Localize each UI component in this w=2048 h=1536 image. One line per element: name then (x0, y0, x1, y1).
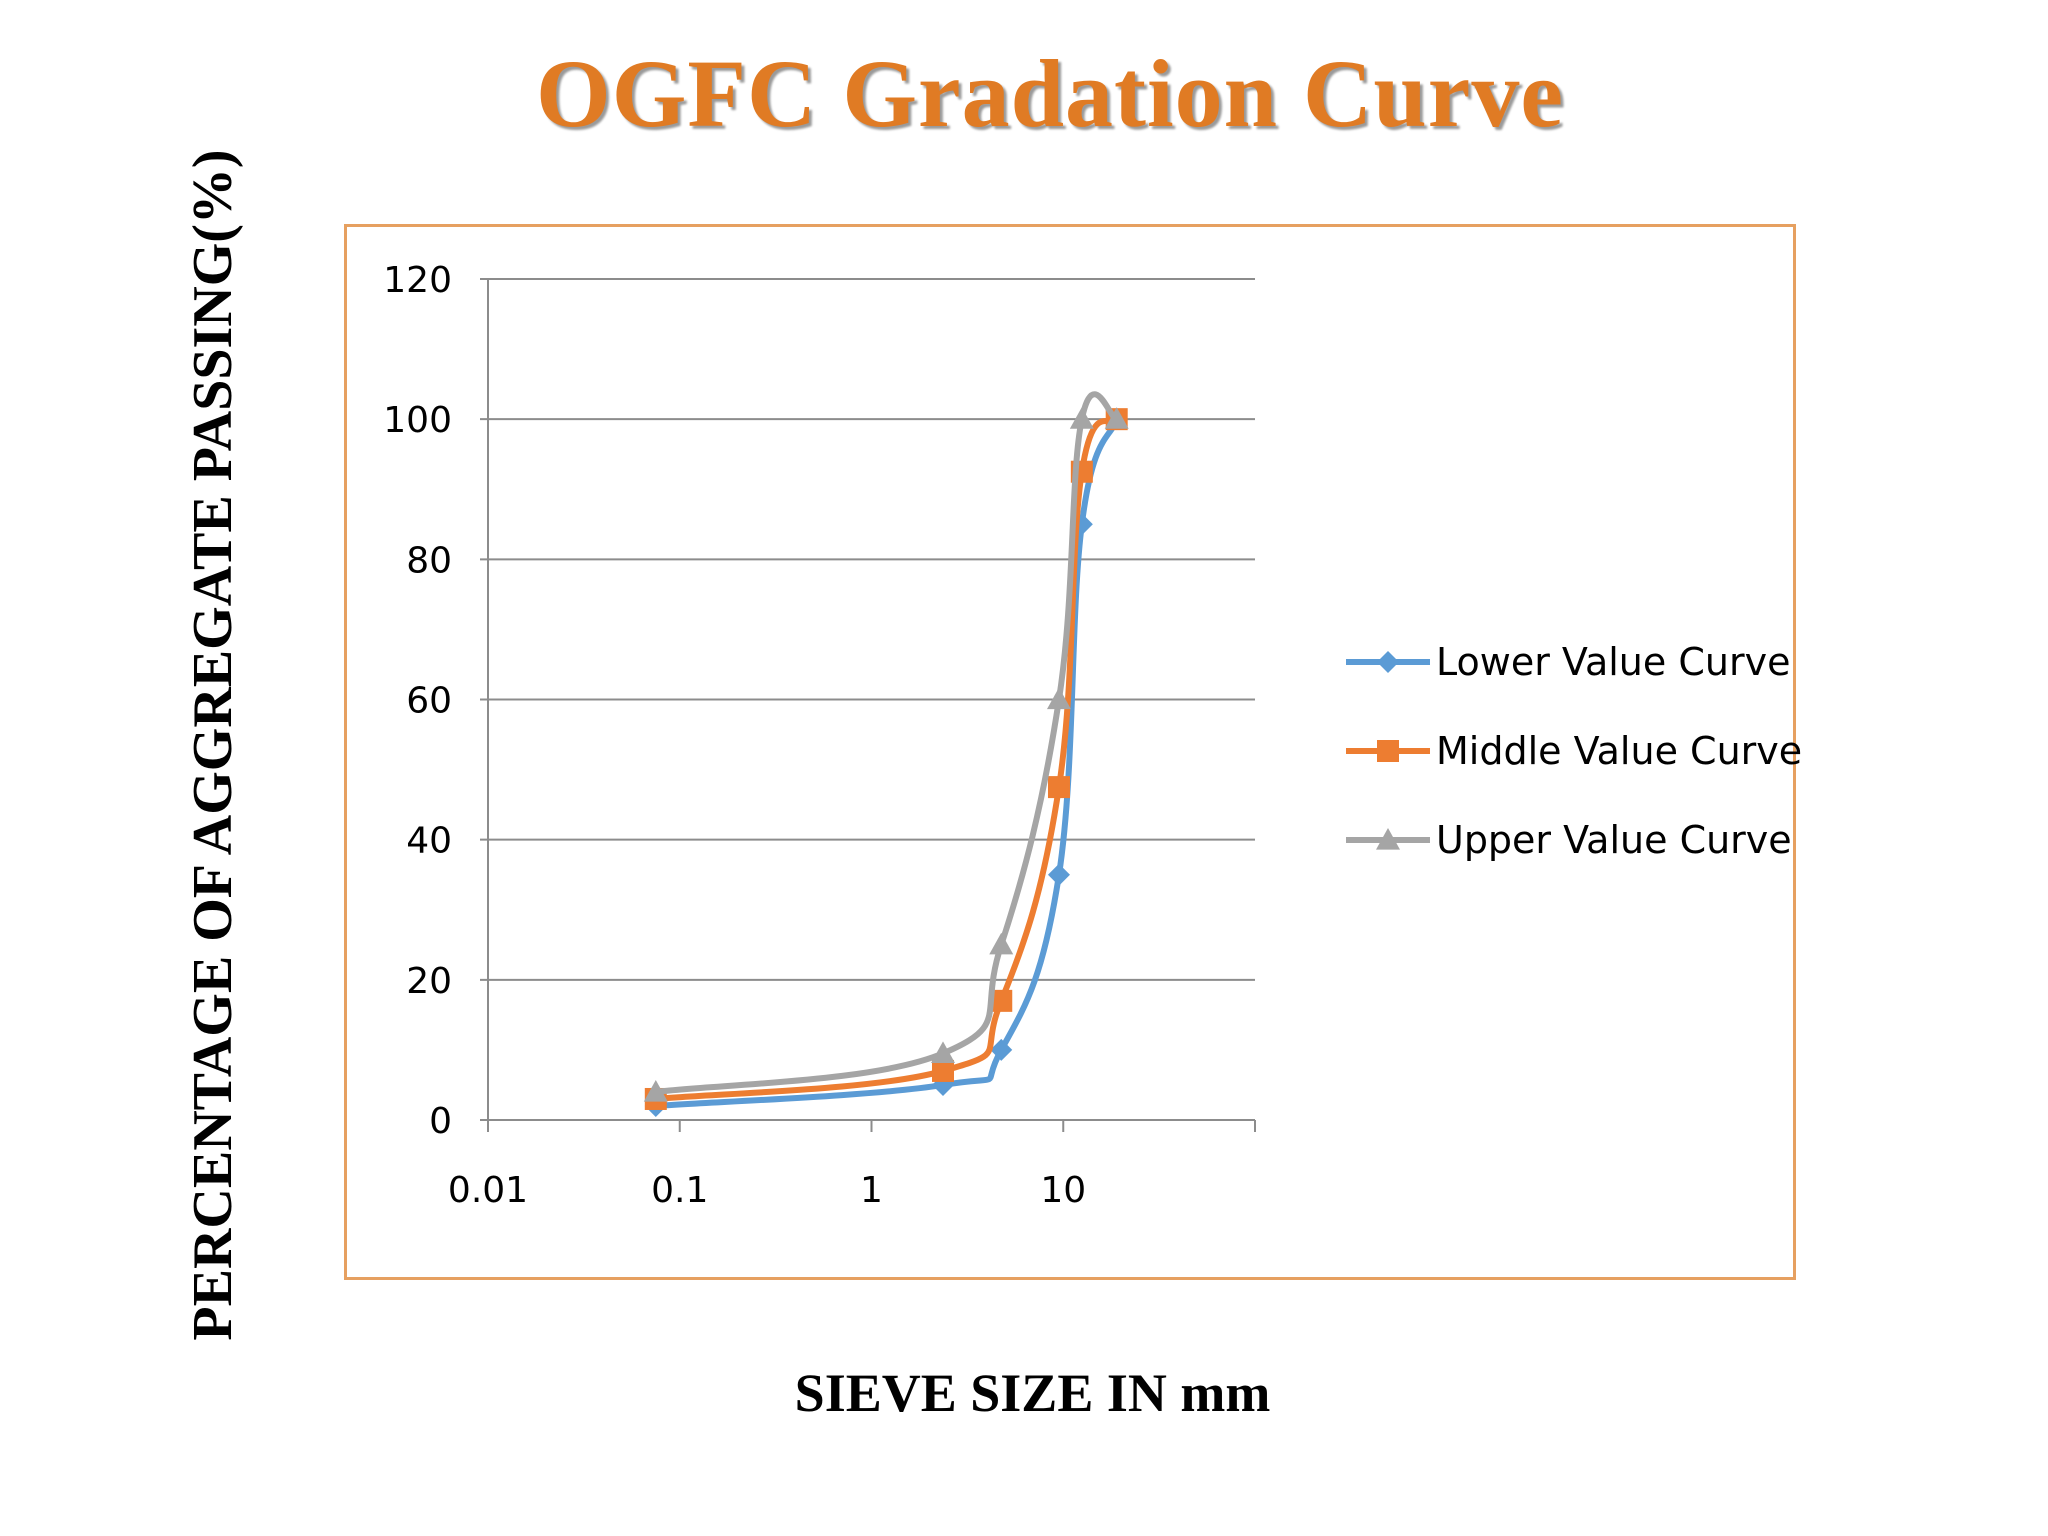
data-point-middle-value-curve-2 (990, 989, 1013, 1012)
legend-item-upper-value-curve: Upper Value Curve (1346, 818, 1792, 862)
legend-item-lower-value-curve: Lower Value Curve (1346, 640, 1790, 684)
data-point-lower-value-curve-2 (990, 1038, 1013, 1061)
data-point-middle-value-curve-1 (932, 1059, 955, 1082)
legend: Lower Value Curve Middle Value Curve Upper… (1346, 640, 1802, 862)
data-point-upper-value-curve-2 (989, 932, 1014, 955)
data-point-upper-value-curve-5 (1104, 407, 1129, 429)
y-tick-label-80: 80 (406, 540, 452, 581)
x-tick-label-1: 1 (860, 1170, 883, 1211)
data-point-upper-value-curve-0 (643, 1079, 668, 1102)
legend-marker-middle-value-curve (1377, 740, 1399, 762)
legend-marker-lower-value-curve (1377, 651, 1399, 673)
legend-label-middle-value-curve: Middle Value Curve (1436, 729, 1802, 773)
series-lower-value-curve (644, 408, 1128, 1117)
x-tick-label-0.01: 0.01 (448, 1170, 528, 1211)
y-tick-label-40: 40 (406, 821, 452, 862)
gridlines (480, 278, 1255, 981)
series-line-upper-value-curve (652, 391, 1120, 1095)
data-point-upper-value-curve-4 (1069, 407, 1094, 429)
x-tick-label-10: 10 (1040, 1170, 1086, 1211)
data-point-middle-value-curve-3 (1047, 776, 1070, 799)
data-point-lower-value-curve-3 (1047, 863, 1070, 886)
series-middle-value-curve (644, 408, 1128, 1110)
y-tick-label-60: 60 (406, 681, 452, 722)
y-tick-label-100: 100 (383, 400, 452, 441)
x-axis-title: SIEVE SIZE IN mm (794, 1363, 1271, 1423)
legend-label-lower-value-curve: Lower Value Curve (1436, 640, 1790, 684)
series (643, 391, 1129, 1117)
legend-item-middle-value-curve: Middle Value Curve (1346, 729, 1802, 773)
data-point-upper-value-curve-3 (1046, 687, 1071, 710)
y-tick-label-120: 120 (383, 260, 452, 301)
axes: 0 20 40 60 80 100 120 0.01 0.1 1 10 (383, 260, 1256, 1211)
legend-label-upper-value-curve: Upper Value Curve (1436, 818, 1792, 862)
x-tick-label-0.1: 0.1 (651, 1170, 708, 1211)
series-upper-value-curve (643, 391, 1129, 1102)
legend-marker-upper-value-curve (1376, 828, 1400, 850)
data-point-upper-value-curve-1 (931, 1041, 956, 1064)
y-tick-label-0: 0 (429, 1101, 452, 1142)
y-tick-label-20: 20 (406, 961, 452, 1002)
chart-title: OGFC Gradation Curve (536, 40, 1564, 147)
